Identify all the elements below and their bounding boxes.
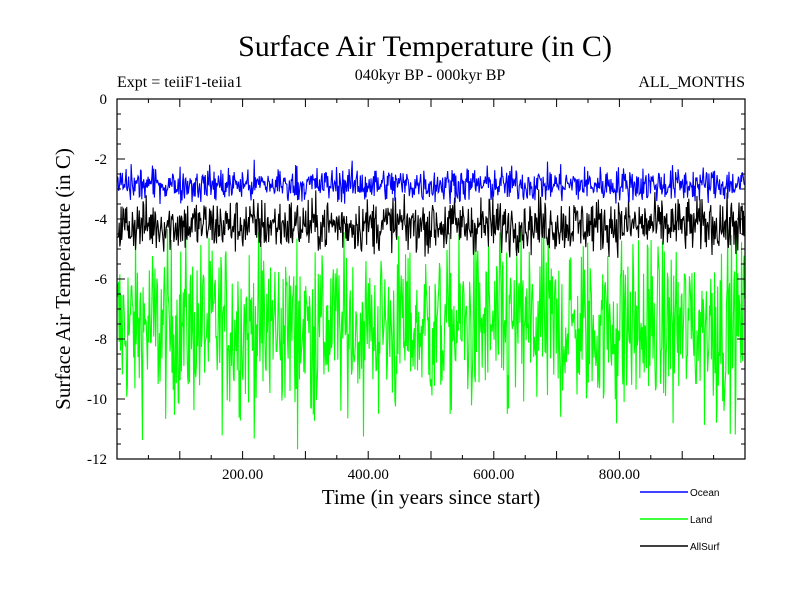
series-line-allsurf bbox=[116, 189, 746, 258]
y-axis-label: Surface Air Temperature (in C) bbox=[51, 148, 75, 410]
legend-label-allsurf: AllSurf bbox=[690, 542, 720, 553]
legend: Ocean Land AllSurf bbox=[640, 488, 720, 553]
series-line-ocean bbox=[116, 159, 746, 204]
legend-label-ocean: Ocean bbox=[690, 488, 719, 499]
chart-title: Surface Air Temperature (in C) bbox=[238, 30, 612, 63]
y-tick-label: -8 bbox=[95, 332, 108, 348]
y-tick-label: -10 bbox=[87, 392, 107, 408]
x-tick-label: 800.00 bbox=[599, 467, 640, 483]
y-tick-label: -6 bbox=[95, 272, 108, 288]
x-tick-label: 400.00 bbox=[348, 467, 389, 483]
series-layer bbox=[116, 159, 746, 450]
x-tick-label: 600.00 bbox=[473, 467, 514, 483]
legend-label-land: Land bbox=[690, 515, 712, 526]
months-label: ALL_MONTHS bbox=[638, 74, 745, 91]
plot-frame bbox=[116, 98, 746, 460]
experiment-label: Expt = teiiF1-teiia1 bbox=[117, 74, 242, 91]
y-tick-label: -12 bbox=[87, 452, 107, 468]
y-tick-label: 0 bbox=[100, 92, 108, 108]
ticks-layer: 200.00 400.00 600.00 800.00 0 -2 -4 -6 -8 -10 -12 bbox=[87, 92, 746, 483]
x-tick-label: 200.00 bbox=[222, 467, 263, 483]
y-tick-label: -4 bbox=[95, 212, 108, 228]
y-tick-label: -2 bbox=[95, 152, 108, 168]
period-label: 040kyr BP - 000kyr BP bbox=[355, 67, 506, 84]
series-line-land bbox=[116, 228, 746, 450]
x-axis-label: Time (in years since start) bbox=[322, 485, 541, 509]
